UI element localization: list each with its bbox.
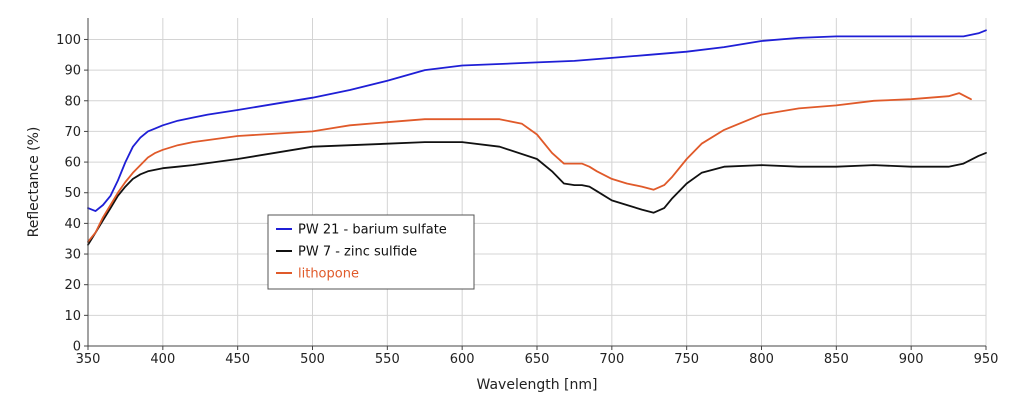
- series-line-3: [87, 92, 972, 243]
- x-tick-label: 350: [76, 352, 101, 367]
- x-tick-label: 700: [599, 352, 624, 367]
- x-tick-label: 650: [525, 352, 550, 367]
- x-tick-label: 550: [375, 352, 400, 367]
- x-tick-label: 850: [824, 352, 849, 367]
- series-line-2: [87, 141, 987, 246]
- series-lines: [87, 29, 987, 246]
- series-line-1: [87, 29, 987, 213]
- x-axis-label: Wavelength [nm]: [477, 377, 598, 393]
- axes: [84, 18, 987, 350]
- x-tick-label: 450: [225, 352, 250, 367]
- legend-box: [267, 214, 475, 290]
- y-tick-label: 30: [64, 248, 81, 263]
- y-tick-label: 0: [73, 340, 81, 355]
- y-tick-label: 20: [64, 278, 81, 293]
- legend: PW 21 - barium sulfate PW 7 - zinc sulfid…: [267, 214, 475, 290]
- y-tick-label: 80: [64, 94, 81, 109]
- legend-label: lithopone: [298, 267, 359, 282]
- x-tick-label: 800: [749, 352, 774, 367]
- y-tick-label: 100: [56, 33, 81, 48]
- legend-label: PW 21 - barium sulfate: [298, 223, 447, 238]
- x-tick-label: 600: [450, 352, 475, 367]
- y-tick-label: 40: [64, 217, 81, 232]
- x-tick-label: 950: [974, 352, 999, 367]
- x-tick-label: 400: [150, 352, 175, 367]
- x-tick-label: 500: [300, 352, 325, 367]
- x-tick-label: 900: [899, 352, 924, 367]
- y-tick-label: 60: [64, 156, 81, 171]
- y-tick-label: 10: [64, 309, 81, 324]
- y-tick-label: 70: [64, 125, 81, 140]
- y-tick-label: 90: [64, 64, 81, 79]
- legend-label: PW 7 - zinc sulfide: [298, 245, 417, 260]
- tick-labels: 350 400 450 500 550 600 650 700 750 800 850 900 950 0…: [56, 33, 998, 367]
- y-axis-label: Reflectance (%): [26, 127, 42, 238]
- y-tick-label: 50: [64, 186, 81, 201]
- x-tick-label: 750: [674, 352, 699, 367]
